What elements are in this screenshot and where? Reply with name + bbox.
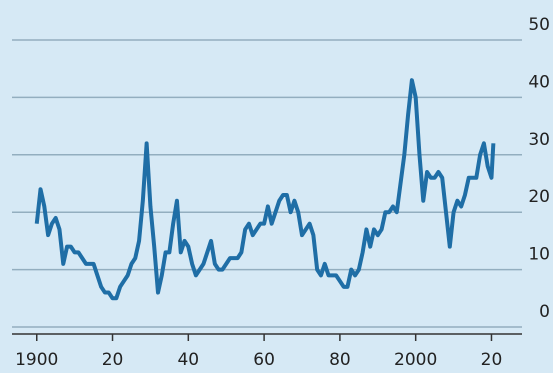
x-tick-label: 20 — [481, 350, 503, 370]
y-tick-label: 20 — [528, 187, 550, 207]
x-tick-label: 40 — [177, 350, 199, 370]
y-tick-label: 10 — [528, 245, 550, 265]
x-tick-label: 1900 — [15, 350, 58, 370]
x-tick-label: 80 — [329, 350, 351, 370]
x-tick-label: 60 — [253, 350, 275, 370]
x-tick-label: 20 — [102, 350, 124, 370]
y-tick-label: 50 — [528, 15, 550, 35]
line — [34, 78, 496, 301]
x-tick-label: 2000 — [394, 350, 437, 370]
y-tick-label: 30 — [528, 130, 550, 150]
y-tick-label: 40 — [528, 72, 550, 92]
y-tick-label: 0 — [539, 302, 550, 322]
